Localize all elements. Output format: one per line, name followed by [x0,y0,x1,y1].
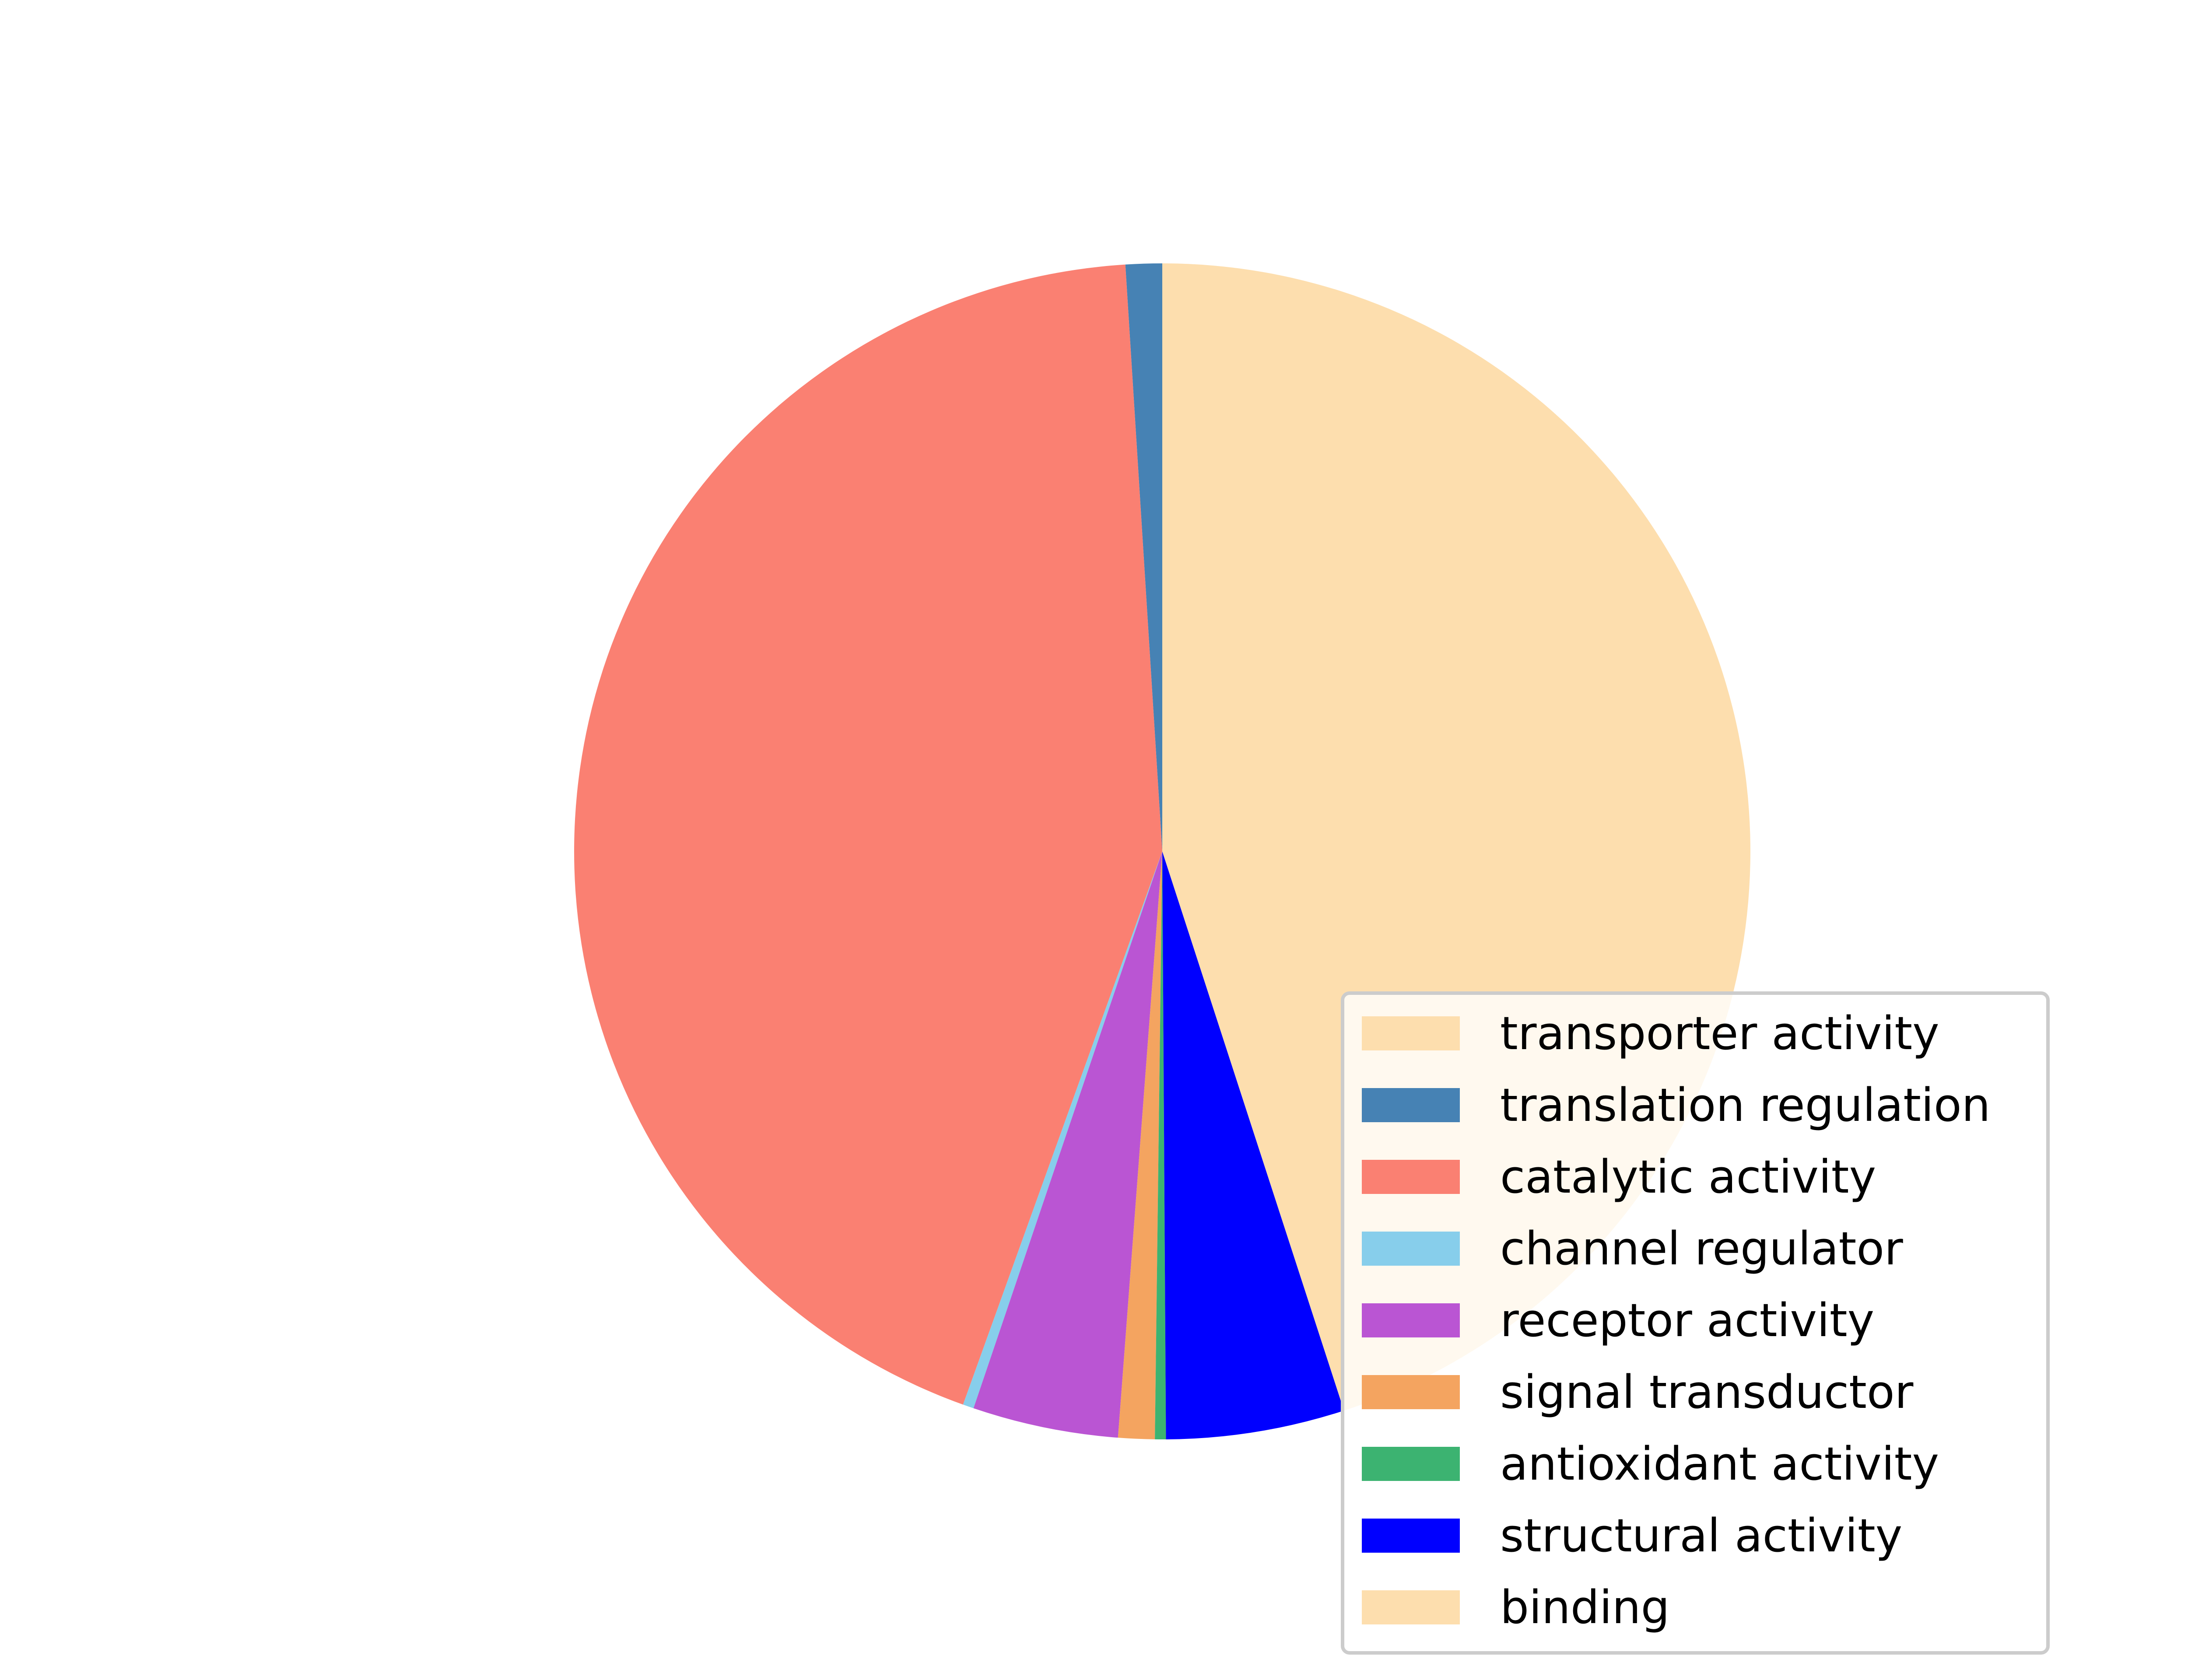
legend-swatch-transporter-activity [1362,1016,1460,1050]
legend-label-channel-regulator: channel regulator [1500,1222,1903,1275]
legend-swatch-antioxidant-activity [1362,1447,1460,1481]
legend-label-structural-activity: structural activity [1500,1509,1902,1562]
legend-label-antioxidant-activity: antioxidant activity [1500,1437,1939,1491]
legend-label-catalytic-activity: catalytic activity [1500,1150,1876,1204]
legend-label-translation-regulation: translation regulation [1500,1078,1991,1132]
legend-item-structural-activity: structural activity [1362,1509,1902,1562]
pie-slice-antioxidant-activity [1155,851,1166,1439]
legend-swatch-signal-transductor [1362,1375,1460,1409]
legend-items: transporter activity translation regulati… [1362,1007,1991,1634]
legend-item-catalytic-activity: catalytic activity [1362,1150,1876,1204]
pie-slice-signal-transductor [1118,851,1162,1439]
legend-item-channel-regulator: channel regulator [1362,1222,1903,1275]
legend-item-signal-transductor: signal transductor [1362,1365,1914,1419]
legend-item-transporter-activity: transporter activity [1362,1007,1939,1060]
pie-slice-translation-regulation [1125,263,1162,851]
legend-label-signal-transductor: signal transductor [1500,1365,1914,1419]
legend-label-receptor-activity: receptor activity [1500,1294,1874,1347]
legend-label-binding: binding [1500,1581,1670,1634]
legend: transporter activity translation regulati… [1341,991,2050,1655]
legend-swatch-structural-activity [1362,1519,1460,1553]
legend-item-translation-regulation: translation regulation [1362,1078,1991,1132]
legend-swatch-receptor-activity [1362,1303,1460,1337]
legend-item-receptor-activity: receptor activity [1362,1294,1874,1347]
legend-swatch-translation-regulation [1362,1088,1460,1122]
pie-slice-catalytic-activity [574,264,1162,1405]
pie-slice-channel-regulator [963,851,1162,1408]
legend-swatch-channel-regulator [1362,1232,1460,1266]
legend-item-binding: binding [1362,1581,1670,1634]
pie-slice-receptor-activity [973,851,1162,1438]
legend-swatch-binding [1362,1590,1460,1624]
legend-label-transporter-activity: transporter activity [1500,1007,1939,1060]
legend-swatch-catalytic-activity [1362,1160,1460,1194]
legend-frame [1341,991,2050,1655]
legend-item-antioxidant-activity: antioxidant activity [1362,1437,1939,1491]
pie-slice-structural-activity [1162,851,1344,1439]
